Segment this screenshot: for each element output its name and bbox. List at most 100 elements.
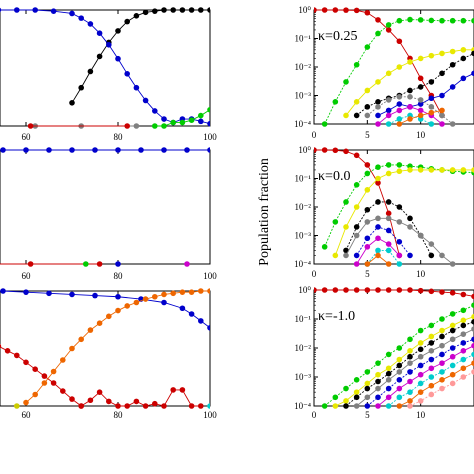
data-point bbox=[471, 313, 474, 320]
data-point bbox=[142, 296, 149, 302]
x-tick-label: 80 bbox=[114, 132, 124, 142]
data-point bbox=[428, 288, 435, 295]
data-point bbox=[417, 346, 424, 353]
data-point bbox=[439, 107, 445, 114]
data-point bbox=[87, 68, 94, 75]
data-point bbox=[471, 326, 474, 332]
data-point bbox=[460, 374, 467, 380]
data-point bbox=[321, 287, 328, 293]
series-line bbox=[314, 289, 474, 297]
x-tick-label: 80 bbox=[114, 271, 124, 281]
data-point bbox=[188, 7, 195, 13]
x-tick-label: 5 bbox=[365, 269, 370, 279]
data-point bbox=[364, 170, 371, 177]
plot-frame bbox=[0, 290, 211, 407]
data-point bbox=[407, 403, 413, 409]
data-point bbox=[133, 84, 140, 91]
panel-right-middle: 0 5 10 10⁰ 10⁻¹ 10⁻² 10⁻³ 10⁻⁴ κ=0.0 bbox=[294, 145, 474, 279]
data-point bbox=[115, 261, 121, 267]
data-point bbox=[364, 380, 371, 387]
data-point bbox=[375, 224, 381, 230]
data-point bbox=[417, 112, 424, 119]
data-point bbox=[364, 44, 371, 50]
data-point bbox=[449, 167, 456, 173]
y-tick-label: 10⁻¹ bbox=[295, 174, 312, 184]
data-point bbox=[385, 199, 392, 205]
data-point bbox=[428, 241, 435, 247]
data-point bbox=[396, 17, 403, 24]
data-point bbox=[23, 289, 29, 295]
y-tick-label: 10⁻¹ bbox=[295, 34, 312, 44]
data-point bbox=[364, 187, 371, 193]
data-point bbox=[161, 123, 167, 129]
data-point bbox=[142, 97, 149, 104]
data-point bbox=[385, 394, 392, 401]
series-line bbox=[0, 290, 210, 329]
data-point bbox=[439, 342, 445, 349]
panel-right-top: 0 5 10 10⁰ 10⁻¹ 10⁻² 10⁻³ 10⁻⁴ κ=0.25 bbox=[294, 5, 474, 140]
x-tick-label: 100 bbox=[203, 410, 217, 420]
data-point bbox=[449, 322, 456, 329]
data-point bbox=[364, 206, 371, 213]
data-point bbox=[60, 388, 66, 394]
data-point bbox=[385, 22, 392, 28]
data-point bbox=[428, 252, 435, 259]
data-point bbox=[439, 385, 445, 392]
x-tick-label: 80 bbox=[114, 410, 124, 420]
data-point bbox=[428, 17, 435, 24]
data-point bbox=[396, 121, 403, 127]
data-point bbox=[439, 289, 445, 295]
data-point bbox=[332, 403, 339, 409]
data-point bbox=[428, 322, 435, 329]
data-point bbox=[207, 120, 210, 127]
data-point bbox=[460, 322, 467, 329]
data-point bbox=[407, 378, 413, 385]
data-point bbox=[407, 116, 413, 122]
x-tick-label: 10 bbox=[416, 269, 426, 279]
data-point bbox=[471, 351, 474, 358]
data-point bbox=[417, 107, 424, 114]
data-point bbox=[375, 247, 381, 254]
data-point bbox=[428, 391, 435, 398]
data-point bbox=[106, 313, 112, 320]
data-point bbox=[449, 261, 456, 267]
data-point bbox=[353, 403, 360, 409]
data-point bbox=[417, 398, 424, 404]
data-point bbox=[142, 9, 149, 16]
data-point bbox=[115, 55, 121, 62]
data-point bbox=[396, 403, 403, 409]
data-point bbox=[69, 147, 75, 153]
data-point bbox=[23, 147, 29, 153]
data-point bbox=[428, 348, 435, 354]
data-point bbox=[13, 352, 20, 359]
data-point bbox=[375, 175, 381, 182]
data-point bbox=[92, 147, 98, 153]
data-point bbox=[407, 348, 413, 354]
data-point bbox=[161, 147, 167, 153]
series-group bbox=[0, 288, 210, 409]
data-point bbox=[375, 17, 381, 23]
data-point bbox=[449, 371, 456, 378]
data-point bbox=[385, 385, 392, 392]
data-point bbox=[332, 219, 339, 225]
series-line bbox=[0, 9, 210, 125]
data-point bbox=[439, 252, 445, 259]
data-point bbox=[78, 403, 84, 409]
data-point bbox=[198, 118, 204, 125]
data-point bbox=[396, 345, 403, 351]
data-point bbox=[385, 227, 392, 234]
x-tick-label: 5 bbox=[365, 410, 370, 420]
data-point bbox=[471, 70, 474, 77]
data-point bbox=[375, 360, 381, 366]
data-point bbox=[428, 121, 435, 127]
data-point bbox=[4, 348, 11, 354]
data-point bbox=[92, 292, 98, 299]
data-point bbox=[417, 287, 424, 294]
data-point bbox=[364, 9, 371, 16]
data-point bbox=[124, 123, 130, 129]
data-point bbox=[50, 380, 57, 386]
data-point bbox=[428, 167, 435, 173]
series-line bbox=[388, 114, 432, 125]
data-point bbox=[23, 359, 29, 366]
data-point bbox=[0, 288, 6, 294]
